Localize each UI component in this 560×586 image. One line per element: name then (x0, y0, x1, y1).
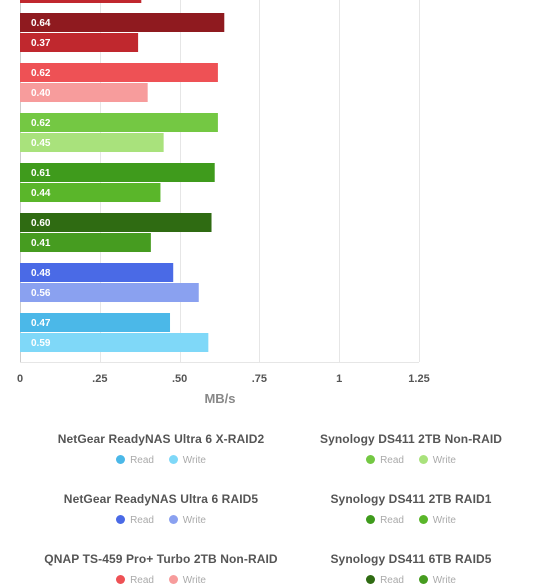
bar (20, 13, 225, 32)
legend-title: NetGear ReadyNAS Ultra 6 X-RAID2 (57, 432, 265, 446)
legend-item-label: Write (182, 515, 206, 526)
legend-title: NetGear ReadyNAS Ultra 6 RAID5 (63, 492, 259, 506)
legend-entry-qnap: QNAP TS-459 Pro+ Turbo 2TB Non-RAID Read… (26, 552, 296, 586)
legend-entry-synology-2tb-raid1: Synology DS411 2TB RAID1 Read Write (276, 492, 546, 526)
bar (20, 63, 218, 82)
legend-item-read[interactable]: Read (366, 455, 404, 466)
legend-dot-icon (116, 575, 126, 584)
legend-dot-icon (168, 575, 178, 584)
bar (20, 83, 148, 102)
x-tick-label: 1 (336, 373, 342, 385)
x-tick-label: 0 (17, 373, 23, 385)
x-axis-label: MB/s (204, 391, 235, 406)
legend-item-label: Read (380, 515, 404, 526)
legend-item-write[interactable]: Write (418, 455, 456, 466)
legend-item-write[interactable]: Write (168, 455, 206, 466)
bar-value-label: 0.37 (31, 38, 51, 49)
bar (20, 133, 164, 152)
legend-item-label: Read (380, 455, 404, 466)
bars: 0.64 0.37 0.62 0.40 0.62 0.45 0.61 0.44 0.60 0.41… (20, 0, 225, 352)
x-tick-label: 1.25 (408, 373, 429, 385)
legend-dot-icon (366, 575, 376, 584)
legend-dot-icon (418, 455, 428, 464)
legend-item-label: Read (130, 575, 154, 586)
bar-value-label: 0.61 (31, 168, 51, 179)
bar-value-label: 0.48 (31, 268, 51, 279)
bar-partial (20, 0, 142, 3)
legend-title: Synology DS411 2TB RAID1 (330, 492, 492, 506)
bar-value-label: 0.56 (31, 288, 51, 299)
legend-dot-icon (366, 515, 376, 524)
legend-entry-synology-2tb-nonraid: Synology DS411 2TB Non-RAID Read Write (276, 432, 546, 466)
bar-chart: 0.64 0.37 0.62 0.40 0.62 0.45 0.61 0.44 0.60 0.41… (17, 0, 430, 406)
legend-item-label: Write (182, 575, 206, 586)
bar-value-label: 0.62 (31, 118, 51, 129)
legend-item-label: Read (130, 515, 154, 526)
bar-value-label: 0.44 (31, 188, 51, 199)
legend-item-read[interactable]: Read (366, 515, 404, 526)
bar (20, 113, 218, 132)
bar-value-label: 0.62 (31, 68, 51, 79)
x-tick-labels: 0 .25 .50 .75 1 1.25 (17, 373, 430, 385)
bar-value-label: 0.41 (31, 238, 51, 249)
legend-item-label: Write (432, 455, 456, 466)
legend-title: QNAP TS-459 Pro+ Turbo 2TB Non-RAID (44, 552, 278, 566)
x-tick-label: .75 (252, 373, 267, 385)
legend: NetGear ReadyNAS Ultra 6 X-RAID2 Read Wr… (0, 410, 560, 586)
legend-item-label: Read (130, 455, 154, 466)
bar-value-label: 0.47 (31, 318, 51, 329)
legend-dot-icon (116, 455, 126, 464)
bar (20, 263, 174, 282)
bar (20, 163, 215, 182)
legend-dot-icon (418, 575, 428, 584)
legend-item-label: Read (380, 575, 404, 586)
legend-dot-icon (168, 455, 178, 464)
legend-dot-icon (418, 515, 428, 524)
legend-dot-icon (168, 515, 178, 524)
legend-item-read[interactable]: Read (116, 515, 154, 526)
bar-value-label: 0.64 (31, 18, 51, 29)
legend-item-read[interactable]: Read (116, 575, 154, 586)
legend-item-read[interactable]: Read (366, 575, 404, 586)
bar (20, 283, 199, 302)
grid-lines (20, 0, 420, 363)
legend-item-write[interactable]: Write (418, 575, 456, 586)
legend-entry-synology-6tb-raid5: Synology DS411 6TB RAID5 Read Write (276, 552, 546, 586)
bar-value-label: 0.60 (31, 218, 51, 229)
bar (20, 213, 212, 232)
legend-dot-icon (366, 455, 376, 464)
x-tick-label: .50 (172, 373, 187, 385)
legend-item-write[interactable]: Write (168, 575, 206, 586)
bar-value-label: 0.45 (31, 138, 51, 149)
legend-item-write[interactable]: Write (418, 515, 456, 526)
legend-entry-netgear-xraid2: NetGear ReadyNAS Ultra 6 X-RAID2 Read Wr… (26, 432, 296, 466)
legend-item-label: Write (432, 575, 456, 586)
bar (20, 183, 161, 202)
bar-value-label: 0.40 (31, 88, 51, 99)
legend-title: Synology DS411 2TB Non-RAID (319, 432, 503, 446)
bar (20, 233, 151, 252)
legend-item-write[interactable]: Write (168, 515, 206, 526)
bar (20, 333, 209, 352)
x-tick-label: .25 (92, 373, 107, 385)
legend-item-label: Write (432, 515, 456, 526)
legend-entry-netgear-raid5: NetGear ReadyNAS Ultra 6 RAID5 Read Writ… (26, 492, 296, 526)
bar (20, 313, 171, 332)
legend-title: Synology DS411 6TB RAID5 (330, 552, 492, 566)
bar-value-label: 0.59 (31, 338, 51, 349)
legend-item-label: Write (182, 455, 206, 466)
legend-dot-icon (116, 515, 126, 524)
legend-item-read[interactable]: Read (116, 455, 154, 466)
bar (20, 33, 139, 52)
